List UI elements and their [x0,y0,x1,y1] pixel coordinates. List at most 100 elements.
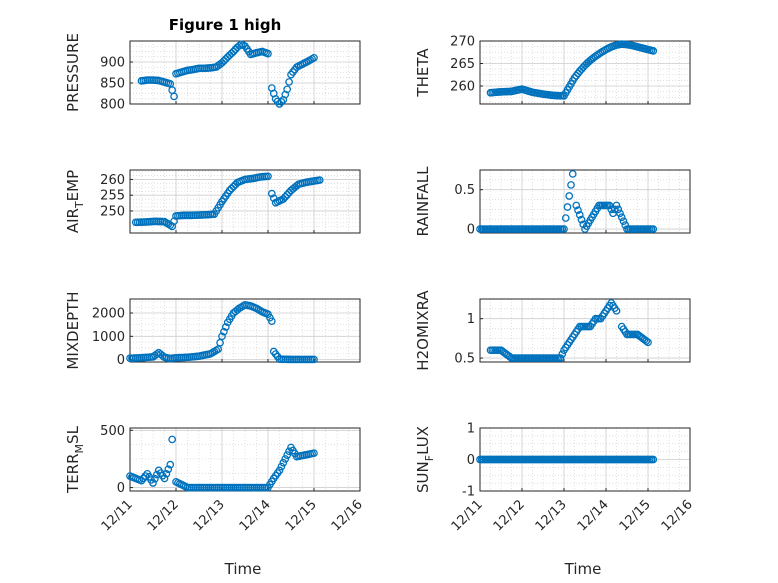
y-tick-label: 270 [450,35,475,50]
y-tick-label: -1 [462,485,475,500]
data-point [616,209,624,218]
data-point [310,53,318,62]
data-point [164,465,173,474]
data-point [567,181,575,189]
data-point [283,451,292,459]
data-point [227,49,236,58]
data-point [281,455,290,463]
data-point [574,206,582,215]
data-point [310,355,318,364]
panel-8: -1 0 1 12/11 12/12 12/13 12/14 12/15 12/16 SUNFLU… [414,422,696,579]
data-point [277,462,286,471]
x-tick-label: 12/16 [659,497,696,534]
x-tick-label: 12/11 [99,497,136,534]
y-tick-label: 0 [467,453,475,468]
data-point [149,479,157,487]
y-axis-label: PRESSURE [64,33,82,112]
y-tick-label: 255 [100,189,125,204]
plot-area [130,428,360,491]
y-tick-label: 250 [100,204,125,219]
data-point [315,176,324,184]
y-tick-label: 0 [467,223,475,238]
axes-frame [479,169,691,234]
data-point [267,317,276,326]
y-tick-label: 2000 [92,307,125,322]
plot-area [480,299,690,362]
y-axis-label: MIXDEPTH [64,291,82,369]
x-tick-label: 12/11 [449,497,486,534]
data-point [264,49,272,58]
x-tick-label: 12/14 [237,497,274,534]
y-tick-label: 260 [450,80,475,95]
x-axis-label: Time [564,560,602,578]
panel-1: 800 850 900 PRESSURE Figure 1 high [64,16,361,113]
panel-6: 0.5 1 H2OMIXRA [414,290,691,371]
data-point [556,354,565,362]
data-point [218,332,226,341]
x-tick-label: 12/15 [283,497,320,534]
y-axis-label: TERRMSL [64,425,86,494]
x-tick-label: 12/13 [191,497,228,534]
y-axis-label: THETA [414,48,432,98]
data-point [612,201,621,210]
data-point [568,170,577,178]
y-tick-label: 800 [100,98,125,113]
data-point [277,98,286,106]
data-point [151,474,159,483]
data-point [275,466,284,475]
data-point [644,338,652,347]
data-point [218,58,226,67]
data-point [612,306,621,315]
data-point [575,211,584,219]
data-point [642,337,651,345]
y-tick-label: 1 [467,312,475,327]
data-point [558,350,567,358]
axes-frame [129,169,361,234]
data-point [565,192,574,200]
y-tick-label: 260 [100,173,125,188]
data-point [225,186,234,195]
data-point [572,201,581,210]
data-point [610,205,619,214]
y-tick-label: 1000 [92,330,125,345]
y-tick-label: 900 [100,56,125,71]
y-axis-label: AIRTEMP [64,170,86,233]
data-point [168,435,177,444]
y-axis-label: SUNFLUX [414,426,436,493]
data-point [577,215,586,224]
x-tick-label: 12/13 [533,497,570,534]
data-point [285,78,293,86]
y-tick-label: 0 [117,481,125,496]
data-point [141,472,150,480]
data-point [221,323,230,331]
y-tick-label: 0.5 [454,352,475,367]
data-point [310,449,318,458]
data-point [160,474,169,483]
y-axis-label: H2OMIXRA [414,290,432,371]
panel-4: 0 0.5 RAINFALL [414,166,691,238]
data-point [614,205,623,214]
data-point [281,193,290,201]
data-point [137,476,146,485]
data-point [227,184,236,193]
axes-frame [129,40,361,105]
x-tick-label: 12/14 [575,497,612,534]
x-tick-label: 12/15 [617,497,654,534]
data-point [279,458,288,467]
data-point [170,92,178,101]
data-point [649,47,658,55]
axes-frame [129,298,361,363]
y-tick-label: 265 [450,57,475,72]
y-tick-label: 500 [100,424,125,439]
data-point [220,327,228,336]
data-point [162,469,171,478]
data-point [267,189,276,198]
y-tick-label: 0 [117,353,125,368]
x-tick-label: 12/12 [491,497,528,534]
data-point [617,213,626,222]
chart-title: Figure 1 high [169,16,282,34]
y-axis-label: RAINFALL [414,166,432,237]
data-point [283,190,292,199]
data-point [264,172,272,181]
